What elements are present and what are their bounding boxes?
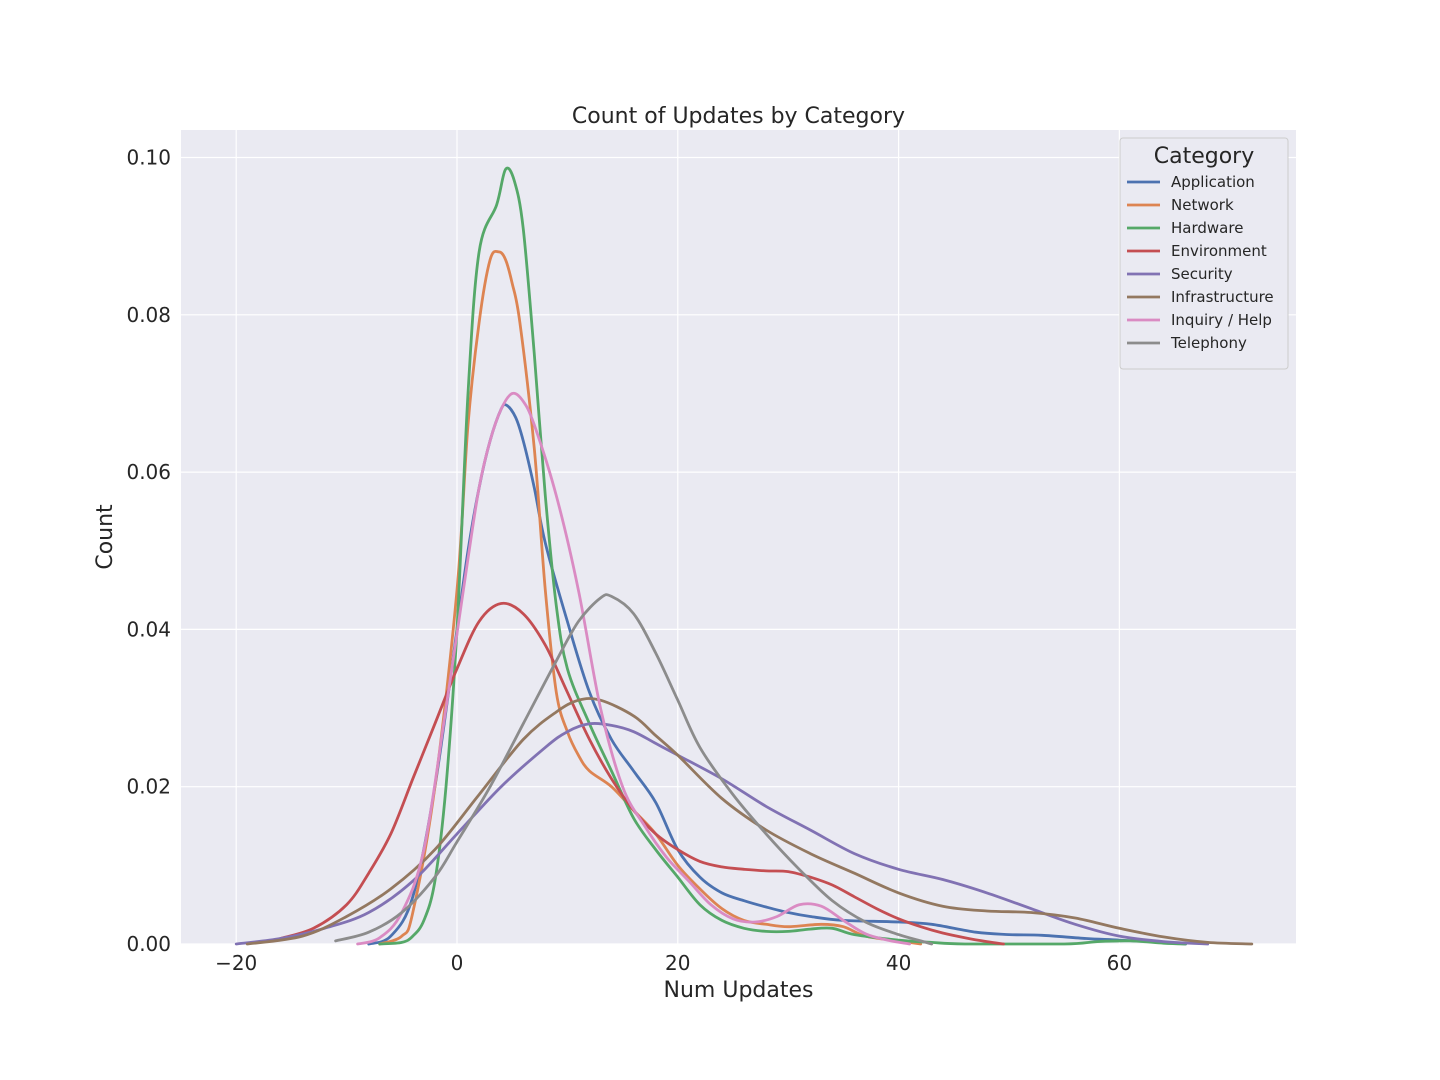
- x-tick-label: 40: [886, 951, 911, 975]
- y-tick-label: 0.02: [126, 775, 171, 799]
- legend-entry-label: Environment: [1171, 242, 1267, 260]
- series-line-telephony: [334, 593, 934, 946]
- x-tick-label: 0: [451, 951, 464, 975]
- y-tick-label: 0.10: [126, 146, 171, 170]
- legend-entry-label: Telephony: [1170, 334, 1247, 352]
- legend-entry-label: Inquiry / Help: [1171, 311, 1272, 329]
- series-line-environment: [279, 601, 1005, 946]
- legend-box: [1119, 137, 1289, 370]
- legend: Category Application Network Hardware Envir…: [1119, 137, 1289, 370]
- x-axis-label: Num Updates: [664, 978, 814, 1003]
- series-line-infrastructure: [245, 697, 1254, 946]
- y-axis-label: Count: [93, 504, 118, 570]
- plot-area: [181, 130, 1296, 944]
- y-tick-label: 0.04: [126, 617, 171, 641]
- x-tick-label: 20: [665, 951, 690, 975]
- y-tick-label: 0.08: [126, 303, 171, 327]
- legend-entry-label: Application: [1171, 173, 1255, 191]
- series-layer: [234, 166, 1254, 946]
- axis-ticks: −20 0 20 40 60 0.00 0.02 0.04 0.06 0.08 0.10: [126, 146, 1132, 975]
- legend-entry-label: Security: [1171, 265, 1233, 283]
- legend-entry-label: Infrastructure: [1171, 288, 1274, 306]
- legend-title: Category: [1154, 144, 1255, 169]
- grid-lines: [181, 130, 1296, 945]
- y-tick-label: 0.06: [126, 460, 171, 484]
- x-tick-label: −20: [215, 951, 257, 975]
- x-tick-label: 60: [1107, 951, 1132, 975]
- legend-entry-label: Hardware: [1171, 219, 1243, 237]
- chart-title: Count of Updates by Category: [572, 104, 905, 129]
- y-tick-label: 0.00: [126, 932, 171, 956]
- series-line-inquiry-help: [356, 391, 911, 946]
- legend-entry-label: Network: [1171, 196, 1234, 214]
